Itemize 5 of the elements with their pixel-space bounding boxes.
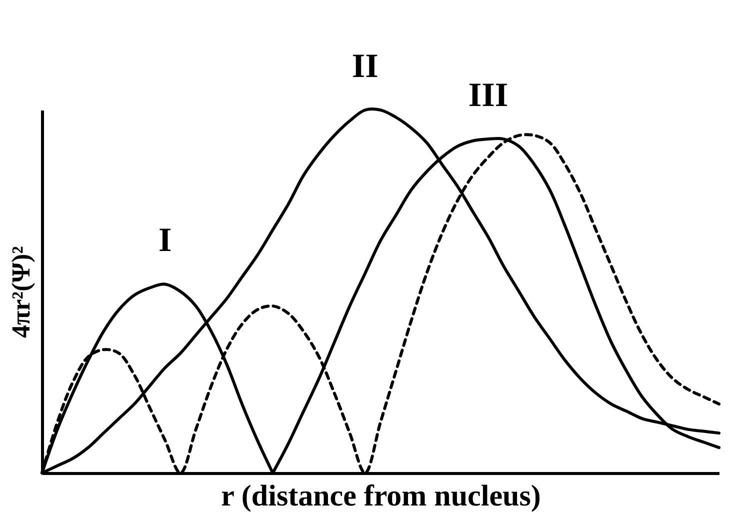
y-axis-title: 4πr²(Ψ)² (6, 246, 36, 338)
series-label: II (352, 48, 378, 85)
series-label: I (158, 222, 172, 260)
x-axis-title: r (distance from nucleus) (221, 480, 541, 512)
series-label: III (468, 77, 508, 114)
